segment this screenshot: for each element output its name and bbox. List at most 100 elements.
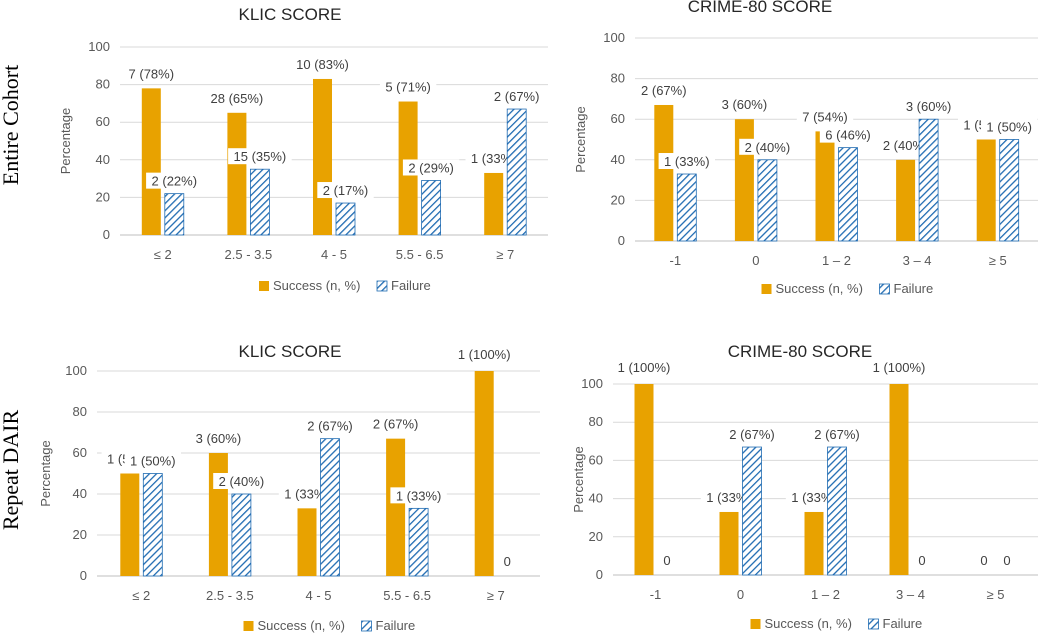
data-label: 3 (60%) — [196, 431, 242, 446]
success-bar — [976, 139, 996, 241]
y-axis-title: Percentage — [573, 106, 588, 173]
data-label: 1 (33%) — [791, 490, 837, 505]
chart-panel-2: CRIME-80 SCORE 0 20 40 60 80 100 Percentage -1 2 … — [573, 0, 1038, 296]
x-tick-label: ≥ 7 — [496, 247, 514, 262]
data-label-box — [739, 138, 796, 155]
data-label: 0 — [504, 554, 511, 569]
legend-swatch-success — [750, 619, 761, 629]
failure-bar — [335, 202, 356, 236]
data-label-box — [317, 182, 374, 199]
data-label-box — [658, 153, 715, 170]
data-label: 6 (46%) — [825, 128, 871, 143]
success-bar — [297, 508, 317, 576]
data-label: 7 (78%) — [129, 66, 175, 81]
data-label-box — [452, 346, 516, 362]
chart-title: CRIME-80 SCORE — [728, 342, 873, 361]
data-label: 1 (33%) — [471, 151, 517, 166]
failure-bar — [757, 159, 778, 242]
legend-label-failure: Failure — [376, 618, 416, 633]
y-tick-label: 60 — [589, 452, 603, 467]
data-label-box — [981, 118, 1038, 135]
data-label: 0 — [663, 553, 670, 568]
success-bar — [141, 88, 161, 235]
chart-panel-1: KLIC SCORE 0 20 40 60 80 100 Percentage ≤ 2 7 (78… — [58, 5, 548, 293]
data-label-box — [716, 96, 773, 113]
y-tick-label: 0 — [103, 227, 110, 242]
x-tick-label: 2.5 - 3.5 — [206, 588, 254, 603]
y-tick-label: 80 — [96, 77, 110, 92]
x-tick-label: 2.5 - 3.5 — [225, 247, 273, 262]
x-tick-label: 4 - 5 — [321, 247, 347, 262]
data-label-box — [205, 89, 269, 106]
data-label-box — [367, 415, 424, 432]
y-tick-label: 60 — [96, 114, 110, 129]
x-tick-label: ≥ 5 — [989, 253, 1007, 268]
success-bar — [896, 159, 916, 241]
y-axis-title: Percentage — [571, 446, 586, 513]
success-bar — [208, 453, 228, 576]
x-tick-label: 4 - 5 — [305, 588, 331, 603]
x-tick-label: 5.5 - 6.5 — [396, 247, 444, 262]
row-label-entire-cohort: Entire Cohort — [0, 65, 23, 185]
data-label: 1 (100%) — [618, 360, 671, 375]
data-label-box — [723, 426, 781, 443]
data-label: 2 (67%) — [814, 427, 860, 442]
legend-label-success: Success (n, %) — [765, 616, 852, 631]
y-tick-label: 100 — [88, 39, 110, 54]
y-axis-title: Percentage — [38, 440, 53, 507]
legend-swatch-failure — [376, 280, 388, 292]
data-label: 7 (54%) — [802, 109, 848, 124]
y-tick-label: 40 — [96, 152, 110, 167]
x-tick-label: -1 — [650, 587, 662, 602]
data-label-box — [213, 473, 270, 489]
success-bar — [634, 384, 654, 575]
legend-swatch-failure — [868, 618, 879, 630]
y-tick-label: 80 — [73, 404, 87, 419]
failure-bar — [676, 173, 697, 242]
data-label: 2 (40%) — [219, 474, 265, 489]
data-label: 1 (100%) — [873, 360, 926, 375]
data-label-box — [379, 78, 437, 95]
data-label-box — [488, 88, 545, 105]
failure-bar — [142, 473, 163, 577]
y-tick-label: 0 — [618, 233, 625, 248]
failure-bar — [742, 446, 762, 576]
x-tick-label: 1 – 2 — [822, 253, 851, 268]
x-tick-label: ≤ 2 — [132, 588, 150, 603]
data-label: 2 (22%) — [152, 174, 198, 189]
data-label: 1 (33%) — [396, 488, 442, 503]
data-label: 0 — [918, 553, 925, 568]
chart-panel-4: CRIME-80 SCORE 0 20 40 60 80 100 Percentage -1 1 … — [571, 342, 1038, 631]
success-bar — [889, 384, 909, 575]
y-tick-label: 40 — [73, 486, 87, 501]
data-label-box — [900, 98, 957, 115]
data-label: 2 (29%) — [408, 160, 454, 175]
legend-label-success: Success (n, %) — [258, 618, 345, 633]
data-label-box — [290, 55, 355, 72]
data-label: 3 (60%) — [722, 97, 768, 112]
success-bar — [474, 371, 494, 576]
data-label: 1 (50%) — [986, 120, 1032, 135]
data-label-box — [796, 108, 854, 125]
data-label-box — [390, 487, 447, 504]
chart-panel-3: KLIC SCORE 0 20 40 60 80 100 Percentage ≤ 2 1 (50… — [38, 342, 540, 633]
data-label-box — [146, 172, 203, 189]
data-label: 15 (35%) — [234, 149, 287, 164]
chart-title: KLIC SCORE — [239, 342, 342, 361]
data-label: 1 (50%) — [130, 454, 176, 469]
success-bar — [313, 78, 332, 236]
success-bar — [386, 438, 406, 576]
legend-label-failure: Failure — [391, 278, 431, 293]
success-bar — [654, 104, 674, 242]
y-tick-label: 100 — [603, 30, 625, 45]
y-tick-label: 60 — [73, 445, 87, 460]
data-label: 2 (67%) — [494, 89, 540, 104]
data-label-box — [402, 159, 460, 176]
data-label: 0 — [980, 553, 987, 568]
data-label: 2 (67%) — [307, 419, 353, 434]
x-tick-label: ≥ 5 — [987, 587, 1005, 602]
data-label: 2 (67%) — [729, 427, 775, 442]
x-tick-label: 3 – 4 — [903, 253, 932, 268]
failure-bar — [231, 493, 252, 577]
